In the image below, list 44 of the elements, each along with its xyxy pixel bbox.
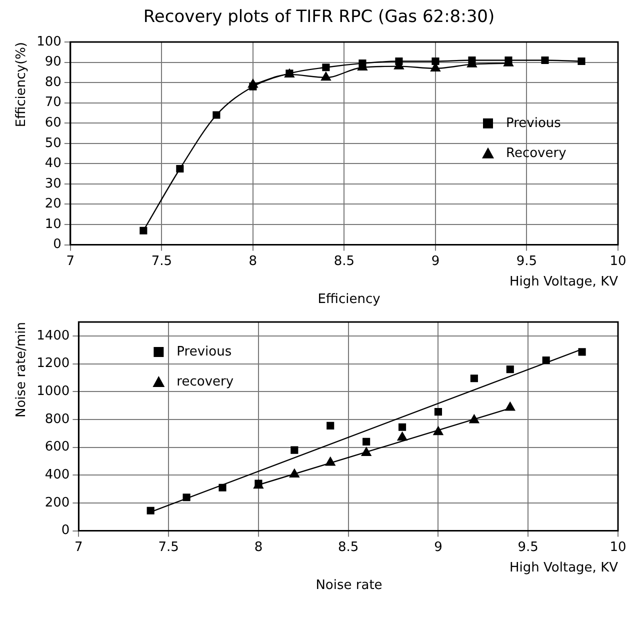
x-tick-label: 8 [248, 254, 258, 269]
y-axis-title: Noise rate/min [14, 322, 30, 418]
y-tick-label: 400 [44, 467, 70, 482]
y-tick-label: 30 [44, 176, 62, 192]
y-tick-label: 1400 [36, 328, 70, 344]
x-axis-title: High Voltage, KV [510, 560, 618, 576]
legend-label: Recovery [506, 146, 567, 161]
x-tick-label: 10 [610, 254, 626, 269]
x-tick-label: 7 [74, 540, 83, 555]
x-tick-label: 8 [254, 540, 263, 555]
y-tick-label: 90 [44, 54, 62, 70]
x-tick-label: 7.5 [151, 254, 172, 269]
x-tick-label: 7 [66, 254, 75, 269]
y-tick-label: 1000 [36, 384, 70, 399]
y-tick-label: 200 [44, 495, 70, 510]
x-tick-label: 7.5 [158, 540, 179, 555]
y-tick-label: 80 [44, 74, 62, 90]
x-tick-label: 8.5 [338, 540, 359, 555]
y-tick-label: 800 [44, 412, 70, 427]
x-tick-label: 10 [610, 540, 626, 555]
y-tick-label: 100 [36, 34, 62, 50]
y-tick-label: 40 [44, 156, 62, 172]
legend-label: Previous [176, 344, 232, 360]
y-tick-label: 1200 [36, 356, 70, 372]
chart-title: Recovery plots of TIFR RPC (Gas 62:8:30) [142, 6, 496, 29]
y-tick-label: 60 [44, 115, 62, 130]
y-tick-label: 20 [44, 196, 62, 212]
x-tick-label: 9 [431, 254, 440, 269]
legend-label: Previous [506, 116, 562, 131]
x-axis-title: High Voltage, KV [510, 274, 618, 290]
x-tick-label: 9.5 [518, 540, 538, 555]
text: Noise rate [314, 578, 384, 595]
legend-label: recovery [176, 374, 234, 390]
y-axis-title: Efficiency(%) [14, 42, 30, 128]
y-tick-label: 0 [61, 523, 70, 538]
y-tick-label: 0 [53, 237, 62, 252]
y-tick-label: 70 [44, 95, 62, 110]
x-tick-label: 9 [434, 540, 442, 555]
y-tick-label: 600 [44, 440, 70, 455]
y-tick-label: 10 [44, 216, 62, 232]
text: Efficiency [316, 292, 382, 309]
x-tick-label: 8.5 [334, 254, 355, 269]
y-tick-label: 50 [44, 136, 62, 151]
x-tick-label: 9.5 [516, 254, 538, 269]
